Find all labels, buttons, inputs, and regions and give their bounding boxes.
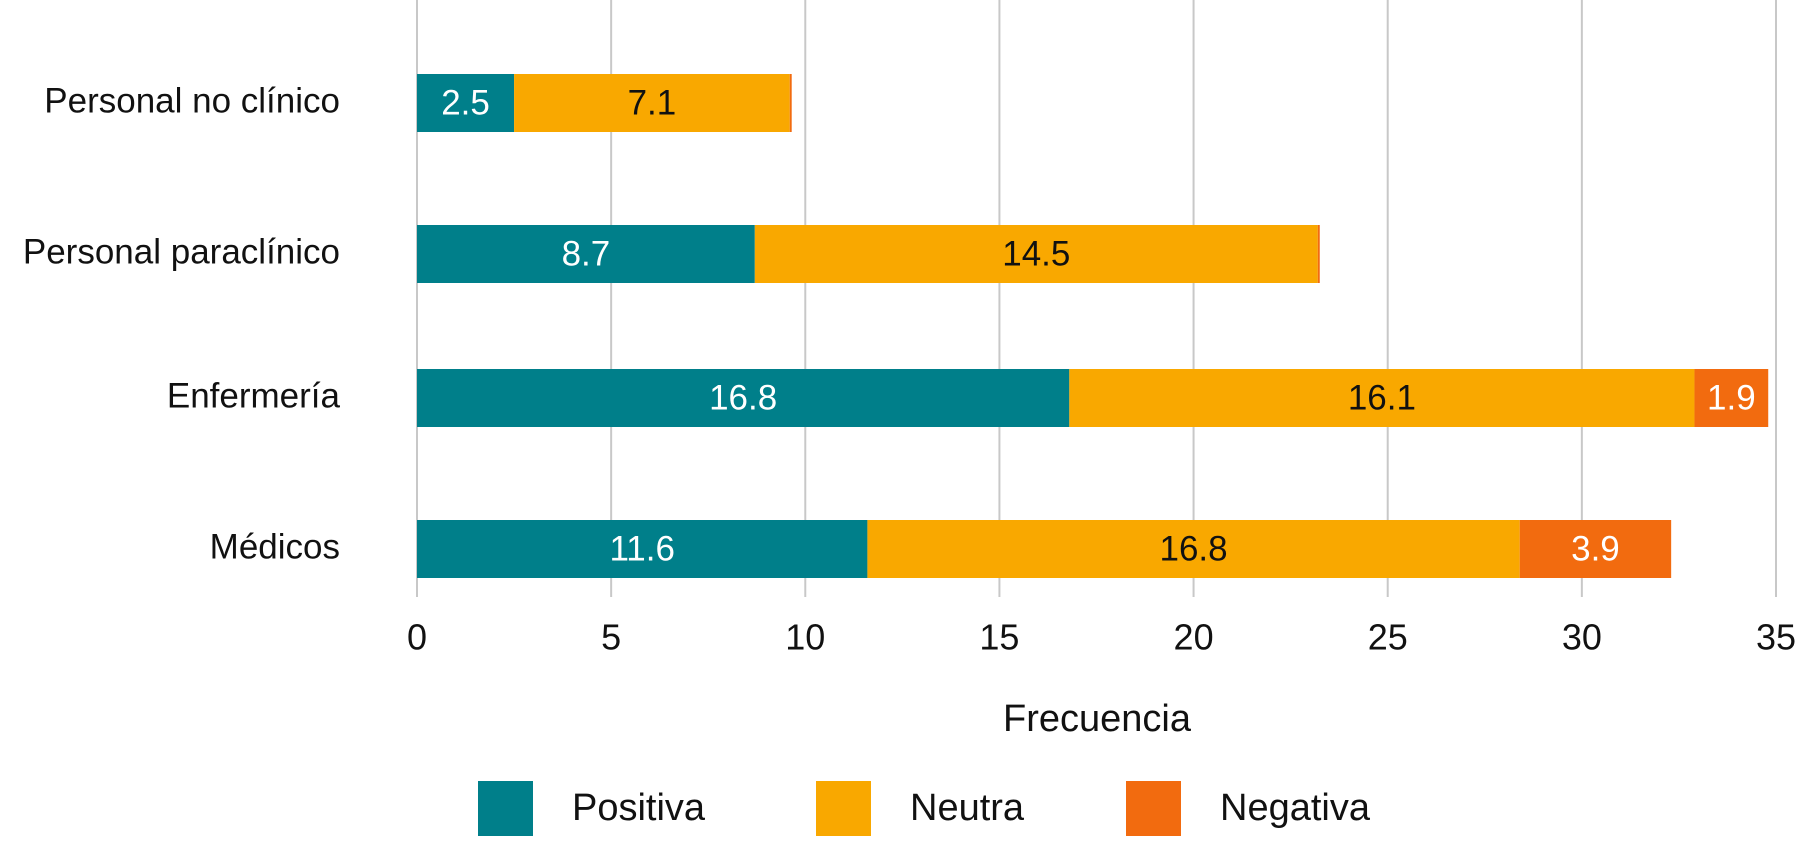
bar-segment [417,225,755,283]
y-tick-label: Enfermería [167,376,341,415]
data-label: 16.1 [1348,378,1416,417]
bar-segment [1317,225,1320,283]
x-tick-label: 20 [1174,617,1214,658]
bar-segment [1694,369,1769,427]
bar-segment [417,520,868,578]
bar-segment [417,369,1070,427]
data-label: 14.5 [1002,234,1070,273]
data-label: 3.9 [1571,529,1620,568]
bar-segment [867,520,1520,578]
data-label: 16.8 [709,378,777,417]
legend-swatch [478,781,533,836]
y-tick-label: Personal no clínico [44,81,340,120]
data-label: 11.6 [609,529,675,568]
legend-label: Positiva [572,787,706,829]
x-tick-label: 15 [979,617,1019,658]
x-tick-label: 35 [1756,617,1796,658]
x-tick-label: 25 [1368,617,1408,658]
y-tick-label: Médicos [210,527,340,566]
x-tick-label: 5 [601,617,621,658]
data-label: 2.5 [441,83,490,122]
bar-segment [1519,520,1672,578]
x-tick-label: 0 [407,617,427,658]
bar-segment [1069,369,1695,427]
data-label: 16.8 [1160,529,1228,568]
data-label: 7.1 [628,83,677,122]
y-tick-label: Personal paraclínico [23,232,340,271]
x-axis-title: Frecuencia [1003,698,1192,740]
bar-segment [417,74,515,132]
legend-label: Neutra [910,787,1025,829]
x-tick-label: 10 [785,617,825,658]
x-tick-label: 30 [1562,617,1602,658]
legend-swatch [816,781,871,836]
data-label: 1.9 [1707,378,1756,417]
bar-segment [789,74,792,132]
legend-label: Negativa [1220,787,1371,829]
bar-segment [514,74,790,132]
bar-segment [754,225,1318,283]
legend-swatch [1126,781,1181,836]
data-label: 8.7 [562,234,611,273]
